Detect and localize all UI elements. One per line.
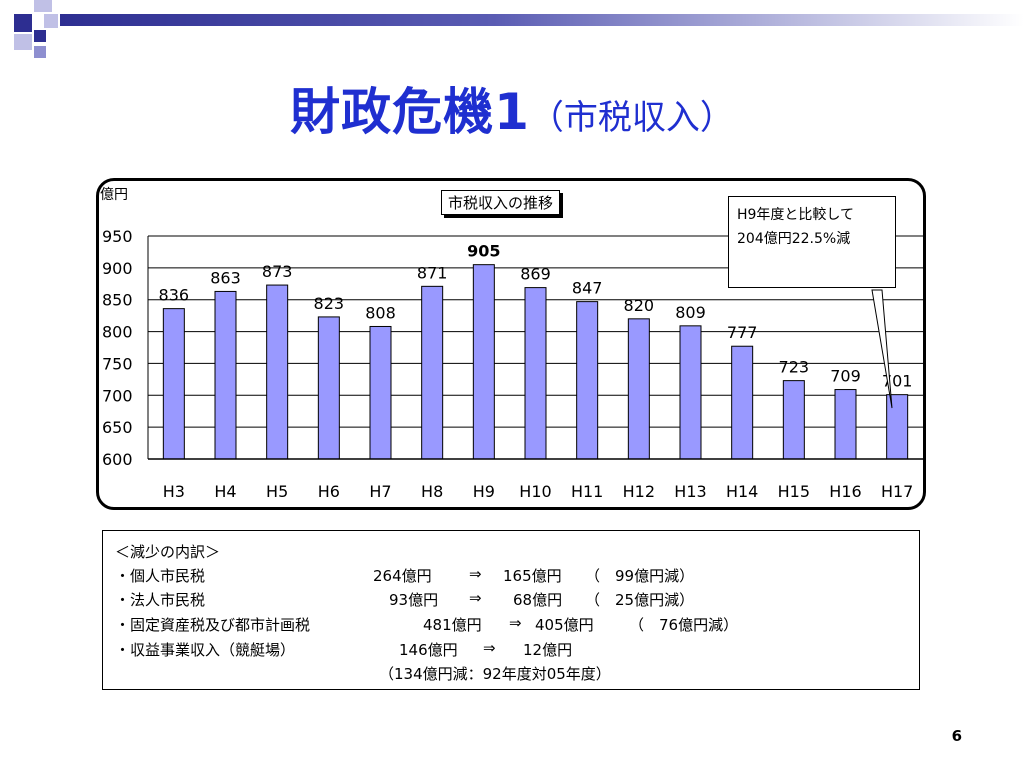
axes: [147, 236, 923, 460]
data-label: 823: [314, 294, 345, 313]
breakdown-row-from: 264億円: [373, 567, 432, 585]
breakdown-row-from: 481億円: [423, 616, 482, 634]
data-label: 869: [520, 265, 551, 284]
y-tick-label: 750: [102, 354, 133, 373]
x-tick-labels: H3 H4 H5 H6 H7 H8 H9 H10 H11 H12 H13 H14 H15 H16 H17: [163, 482, 914, 501]
annotation-line-1: H9年度と比較して: [737, 207, 855, 223]
breakdown-row-name: ・収益事業収入（競艇場）: [115, 641, 296, 659]
y-tick-label: 950: [102, 227, 133, 246]
bar: [369, 325, 392, 460]
x-tick-label: H11: [571, 482, 603, 501]
breakdown-row-to: 405億円: [535, 616, 594, 634]
bar: [266, 284, 289, 460]
data-label: 873: [262, 262, 293, 281]
breakdown-row-arrow: ⇒: [469, 565, 482, 583]
bar: [317, 316, 340, 460]
y-tick-label: 800: [102, 323, 133, 342]
breakdown-row-arrow: ⇒: [469, 589, 482, 607]
x-tick-label: H4: [214, 482, 236, 501]
x-tick-label: H15: [778, 482, 810, 501]
breakdown-row-from: 93億円: [389, 591, 439, 609]
bar: [731, 345, 754, 460]
breakdown-row-diff: （ 25億円減）: [585, 591, 695, 609]
annotation-callout: H9年度と比較して 204億円22.5%減: [728, 196, 896, 288]
slide-title-sub: （市税収入）: [529, 98, 734, 138]
y-axis-label: 億円: [100, 187, 128, 203]
breakdown-row-from: 146億円: [399, 641, 458, 659]
bar: [679, 325, 702, 460]
y-tick-label: 600: [102, 450, 133, 469]
breakdown-row-to: 12億円: [523, 641, 573, 659]
x-tick-label: H17: [881, 482, 913, 501]
breakdown-row-name: ・法人市民税: [115, 591, 206, 609]
header-gradient-bar: [60, 14, 1024, 26]
x-tick-label: H8: [421, 482, 443, 501]
deco-square: [34, 30, 46, 42]
slide-title: 財政危機1（市税収入）: [0, 72, 1024, 144]
deco-square: [14, 34, 32, 50]
breakdown-heading: ＜減少の内訳＞: [115, 543, 221, 561]
bar: [782, 380, 805, 460]
data-label: 723: [779, 358, 810, 377]
data-labels: 836 863 873 823 808 871 905 869 847 820 809 777 723 7…: [159, 242, 913, 391]
bar: [421, 285, 444, 460]
breakdown-row-to: 68億円: [513, 591, 563, 609]
y-tick-label: 850: [102, 291, 133, 310]
bar: [472, 264, 495, 460]
deco-square: [44, 14, 58, 28]
y-tick-label: 900: [102, 259, 133, 278]
x-tick-label: H16: [829, 482, 861, 501]
data-label: 820: [624, 296, 655, 315]
breakdown-row-name: ・固定資産税及び都市計画税: [115, 616, 311, 634]
x-tick-label: H7: [369, 482, 391, 501]
breakdown-row-diff: （ 99億円減）: [585, 567, 695, 585]
page-number: 6: [951, 727, 962, 745]
y-tick-label: 650: [102, 418, 133, 437]
data-label: 808: [365, 303, 396, 322]
y-tick-labels: 950 900 850 800 750 700 650 600: [102, 227, 133, 469]
data-label: 863: [210, 268, 241, 287]
x-tick-label: H12: [623, 482, 655, 501]
breakdown-row-arrow: ⇒: [509, 614, 522, 632]
bar: [576, 301, 599, 460]
x-tick-label: H10: [519, 482, 551, 501]
bar: [627, 318, 650, 460]
bar: [524, 287, 547, 460]
bar: [214, 290, 237, 460]
callout-pointer: [871, 289, 893, 409]
breakdown-row-name: ・個人市民税: [115, 567, 206, 585]
bar: [162, 308, 185, 460]
x-tick-label: H5: [266, 482, 288, 501]
bar: [886, 394, 909, 460]
breakdown-row-arrow: ⇒: [483, 639, 496, 657]
data-label: 871: [417, 263, 448, 282]
breakdown-row-to: 165億円: [503, 567, 562, 585]
x-tick-label: H3: [163, 482, 185, 501]
breakdown-box: ＜減少の内訳＞ ・個人市民税 264億円 ⇒ 165億円 （ 99億円減） ・法…: [102, 530, 920, 690]
data-label: 836: [159, 286, 190, 305]
data-label: 809: [675, 303, 706, 322]
data-label: 847: [572, 279, 603, 298]
deco-square: [14, 14, 32, 32]
slide-title-main: 財政危機1: [290, 83, 530, 141]
bar: [834, 389, 857, 460]
breakdown-note: （134億円減：92年度対05年度）: [379, 665, 611, 683]
data-label: 709: [830, 367, 861, 386]
x-tick-label: H6: [318, 482, 340, 501]
x-tick-label: H14: [726, 482, 758, 501]
data-label: 905: [467, 242, 500, 261]
data-label: 777: [727, 323, 758, 342]
x-tick-label: H9: [473, 482, 495, 501]
chart-title: 市税収入の推移: [441, 190, 561, 215]
breakdown-row-diff: （ 76億円減）: [629, 616, 739, 634]
deco-square: [34, 0, 52, 12]
x-tick-label: H13: [674, 482, 706, 501]
deco-square: [34, 46, 46, 58]
y-tick-label: 700: [102, 386, 133, 405]
annotation-line-2: 204億円22.5%減: [737, 231, 851, 247]
